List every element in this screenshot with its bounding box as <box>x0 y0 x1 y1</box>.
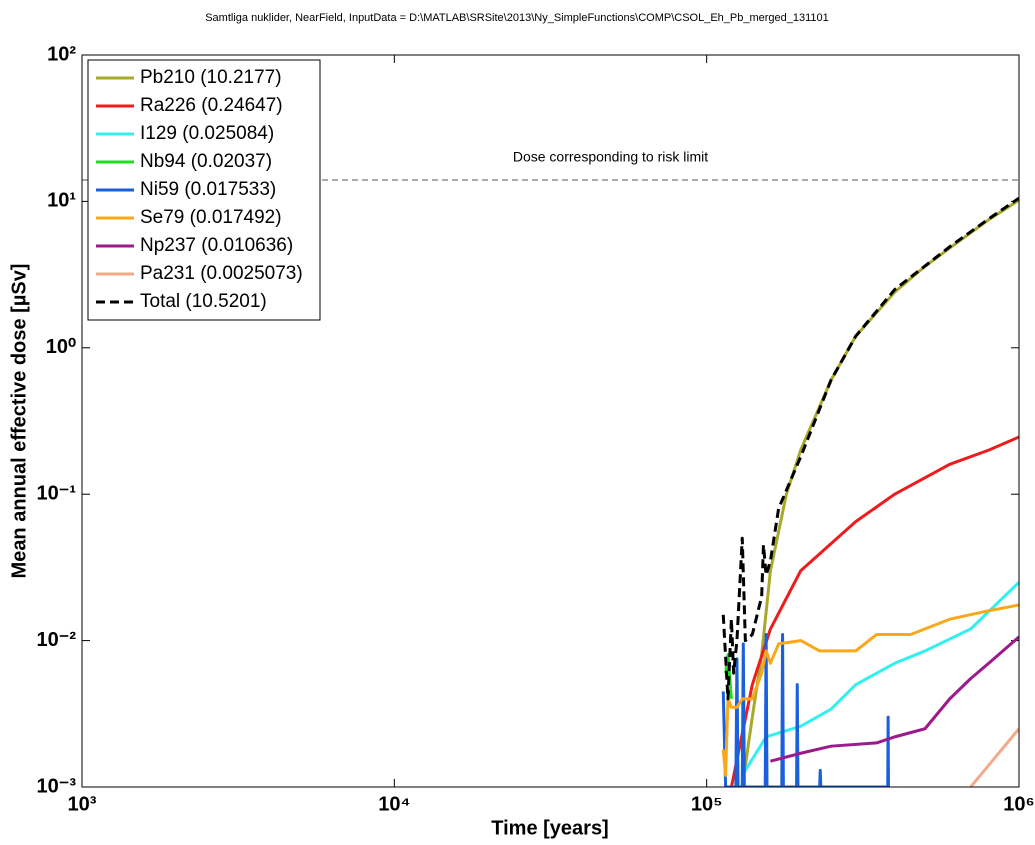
legend-label: Pa231 (0.0025073) <box>140 263 303 284</box>
y-tick-label: 10¹ <box>47 190 76 212</box>
series-line <box>721 603 1019 777</box>
legend-label: Nb94 (0.02037) <box>140 151 272 172</box>
series-line <box>721 633 890 787</box>
legend-label: I129 (0.025084) <box>140 123 274 144</box>
x-axis-label: Time [years] <box>491 817 608 839</box>
y-tick-label: 10⁻³ <box>37 775 77 797</box>
y-tick-label: 10⁻¹ <box>37 482 77 504</box>
legend-label: Np237 (0.010636) <box>140 235 293 256</box>
series-line <box>740 581 1019 777</box>
legend-label: Ni59 (0.017533) <box>140 179 276 200</box>
chart-title: Samtliga nuklider, NearField, InputData … <box>205 12 829 24</box>
y-tick-label: 10⁻² <box>37 629 77 651</box>
legend-label: Se79 (0.017492) <box>140 207 282 228</box>
y-axis-label: Mean annual effective dose [µSv] <box>8 264 30 579</box>
series-line <box>969 727 1019 787</box>
x-tick-label: 10⁶ <box>1003 793 1034 815</box>
y-tick-label: 10² <box>47 43 76 65</box>
reference-label: Dose corresponding to risk limit <box>513 149 708 165</box>
x-tick-label: 10⁵ <box>691 793 723 815</box>
series-line <box>721 196 1019 701</box>
series-line <box>729 435 1019 787</box>
legend-label: Total (10.5201) <box>140 291 267 312</box>
series-line <box>770 635 1019 763</box>
legend-label: Pb210 (10.2177) <box>140 67 282 88</box>
x-tick-label: 10⁴ <box>378 793 410 815</box>
series-line <box>724 653 733 699</box>
legend-label: Ra226 (0.24647) <box>140 95 283 116</box>
plot-frame <box>81 54 1020 788</box>
series-group <box>721 196 1019 787</box>
x-tick-label: 10³ <box>68 793 97 815</box>
y-tick-label: 10⁰ <box>46 336 76 358</box>
